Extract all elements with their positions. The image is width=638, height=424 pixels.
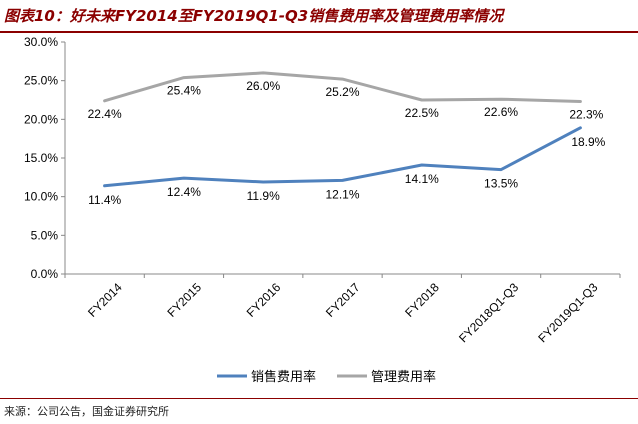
data-label: 12.4% [167,185,201,199]
admin-expense-ratio-line [103,71,582,103]
y-tick-label: 25.0% [24,74,58,88]
data-label: 26.0% [246,79,280,93]
y-tick-label: 10.0% [24,190,58,204]
x-tick-label: FY2015 [164,280,204,320]
y-tick-label: 20.0% [24,112,58,126]
data-label: 22.6% [484,105,518,119]
data-label: 18.9% [571,135,605,149]
y-tick-label: 30.0% [24,35,58,49]
y-tick-label: 15.0% [24,151,58,165]
title-divider [0,31,638,33]
data-label: 12.1% [325,187,359,201]
data-label: 25.2% [325,85,359,99]
data-label: 11.9% [247,189,280,203]
x-tick-label: FY2016 [244,280,284,320]
sales-expense-ratio-line [103,126,582,188]
data-label: 22.4% [88,107,122,121]
x-tick-label: FY2018 [402,280,442,320]
data-label: 13.5% [484,177,518,191]
chart-title: 图表10：好未来FY2014至FY2019Q1-Q3销售费用率及管理费用率情况 [4,7,504,25]
data-label: 22.5% [405,106,439,120]
legend-label-sales: 销售费用率 [251,369,316,384]
y-tick-label: 5.0% [31,228,59,242]
source-divider [0,398,638,399]
x-tick-label: FY2019Q1-Q3 [535,280,600,345]
legend-label-admin: 管理费用率 [371,369,436,384]
data-label: 14.1% [405,172,439,186]
data-label: 22.3% [569,108,603,122]
x-tick-label: FY2017 [323,280,363,320]
x-tick-label: FY2014 [85,280,125,320]
line-chart: 0.0% 5.0% 10.0% 15.0% 20.0% 25.0% 30.0% FY2014 F… [24,35,621,384]
data-label: 25.4% [167,84,201,98]
y-tick-label: 0.0% [31,267,59,281]
source-note: 来源：公司公告，国金证券研究所 [4,405,169,418]
x-tick-label: FY2018Q1-Q3 [456,280,521,345]
data-label: 11.4% [88,193,121,207]
